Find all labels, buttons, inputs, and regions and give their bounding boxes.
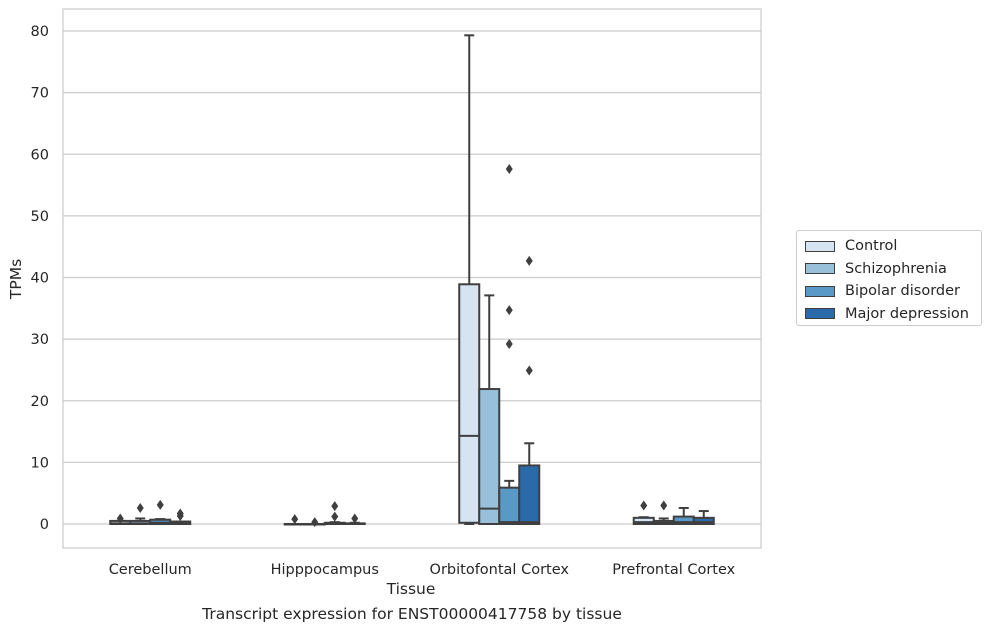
outlier-point [525, 365, 533, 376]
x-axis-label: Tissue [386, 580, 436, 598]
y-tick-label: 40 [31, 271, 49, 287]
outlier-point [136, 502, 144, 513]
box-series [109, 34, 715, 528]
box-major-depression [692, 510, 715, 526]
y-tick-label: 50 [31, 209, 49, 225]
outlier-point [331, 501, 339, 512]
legend-item-major-depression: Major depression [805, 303, 973, 326]
box-bipolar-disorder [498, 164, 521, 525]
x-tick-label: Orbitofontal Cortex [430, 562, 570, 578]
outlier-point [156, 499, 164, 510]
box-major-depression [169, 508, 192, 525]
legend-label-control: Control [845, 238, 898, 255]
box-control [283, 514, 306, 526]
y-tick-label: 20 [31, 394, 49, 410]
box-schizophrenia [478, 294, 501, 526]
y-tick-label: 10 [31, 455, 49, 471]
legend-item-schizophrenia: Schizophrenia [805, 258, 973, 281]
box-body [458, 283, 481, 524]
legend-label-bipolar-disorder: Bipolar disorder [845, 283, 960, 300]
x-tick-label: Hipppocampus [271, 562, 379, 578]
box-bipolar-disorder [672, 506, 695, 525]
legend-item-bipolar-disorder: Bipolar disorder [805, 280, 973, 303]
legend-swatch-bipolar-disorder [805, 285, 835, 297]
y-tick-label: 30 [31, 332, 49, 348]
y-tick-label: 0 [40, 517, 49, 533]
box-control [458, 34, 481, 525]
box-control [109, 513, 132, 526]
x-tick-label: Cerebellum [109, 562, 192, 578]
outlier-point [660, 500, 668, 511]
outlier-point [116, 513, 124, 524]
outlier-point [640, 500, 648, 511]
legend-label-major-depression: Major depression [845, 305, 969, 322]
legend-swatch-control [805, 240, 835, 252]
legend-swatch-major-depression [805, 308, 835, 320]
legend: Control Schizophrenia Bipolar disorder M… [796, 230, 982, 326]
legend-item-control: Control [805, 235, 973, 258]
box-control [632, 500, 655, 526]
legend-label-schizophrenia: Schizophrenia [845, 260, 947, 277]
outlier-point [505, 305, 513, 316]
gridlines [63, 30, 761, 525]
y-tick-labels: 0 10 20 30 40 50 60 70 80 [31, 24, 49, 533]
chart-caption: Transcript expression for ENST0000041775… [202, 605, 622, 623]
x-tick-label: Prefrontal Cortex [612, 562, 735, 578]
outlier-point [291, 514, 299, 525]
outlier-point [505, 164, 513, 175]
box-body [518, 464, 541, 525]
y-tick-label: 60 [31, 147, 49, 163]
y-axis-label: TPMs [7, 259, 25, 300]
legend-swatch-schizophrenia [805, 263, 835, 275]
box-schizophrenia [129, 502, 152, 526]
box-schizophrenia [652, 500, 675, 526]
box-body [478, 388, 501, 526]
outlier-point [351, 513, 359, 524]
outlier-point [505, 339, 513, 350]
outlier-point [525, 255, 533, 266]
y-tick-label: 80 [31, 24, 49, 40]
x-tick-labels: Cerebellum Hipppocampus Orbitofontal Corte… [109, 562, 736, 578]
box-bipolar-disorder [149, 499, 172, 526]
box-major-depression [518, 255, 541, 525]
box-body [692, 516, 715, 526]
outlier-point [176, 508, 184, 519]
box-schizophrenia [303, 517, 326, 528]
box-major-depression [343, 513, 366, 525]
box-bipolar-disorder [323, 501, 346, 526]
plot-frame [62, 8, 762, 549]
y-tick-label: 70 [31, 86, 49, 102]
outlier-point [311, 517, 319, 528]
outlier-point [331, 511, 339, 522]
box-body [498, 486, 521, 525]
